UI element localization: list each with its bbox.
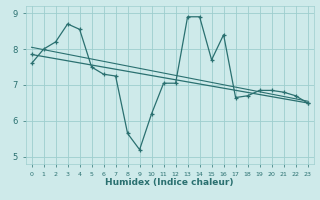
X-axis label: Humidex (Indice chaleur): Humidex (Indice chaleur) [105,178,234,187]
